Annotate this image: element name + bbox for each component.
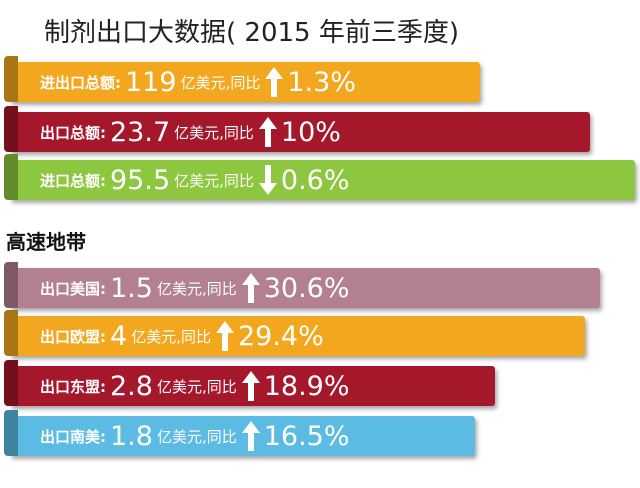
change: 18.9% [263, 370, 350, 402]
ribbon-fold [4, 410, 18, 456]
change: 30.6% [263, 272, 350, 304]
change: 29.4% [237, 320, 324, 352]
change: 0.6% [280, 164, 350, 196]
label: 出口南美: [40, 427, 106, 446]
ribbon: 出口欧盟: 4 亿美元,同比 29.4% [4, 310, 585, 356]
unit: 亿美元,同比 [174, 123, 254, 142]
unit: 亿美元,同比 [156, 279, 237, 298]
arrow-shape [258, 165, 277, 195]
value: 95.5 [110, 164, 171, 196]
arrow-up [265, 67, 284, 97]
ribbon-fold [4, 106, 18, 152]
arrow-up [241, 421, 260, 451]
label: 出口东盟: [40, 377, 106, 396]
ribbon: 出口美国: 1.5 亿美元,同比 30.6% [4, 262, 600, 308]
arrow-shape [265, 67, 284, 97]
ribbon: 出口东盟: 2.8 亿美元,同比 18.9% [4, 360, 495, 406]
value: 1.8 [110, 420, 153, 452]
arrow-shape [241, 273, 260, 303]
value: 1.5 [110, 272, 153, 304]
arrow-shape [215, 321, 234, 351]
ribbon: 进出口总额: 119 亿美元,同比 1.3% [4, 56, 480, 102]
unit: 亿美元,同比 [174, 171, 254, 190]
unit: 亿美元,同比 [131, 327, 211, 346]
label: 进出口总额: [40, 73, 121, 92]
label: 进口总额: [40, 171, 106, 190]
label: 出口美国: [40, 279, 106, 298]
unit: 亿美元,同比 [156, 377, 237, 396]
value: 4 [110, 320, 128, 352]
ribbon-fold [4, 56, 18, 102]
arrow-down [258, 165, 277, 195]
title: 制剂出口大数据( 2015 年前三季度) [44, 18, 459, 48]
change: 16.5% [263, 420, 350, 452]
arrow-shape [241, 421, 260, 451]
arrow-shape [241, 371, 260, 401]
arrow-up [258, 117, 277, 147]
section-title: 高速地带 [6, 230, 86, 254]
ribbon-fold [4, 154, 18, 200]
unit: 亿美元,同比 [156, 427, 237, 446]
value: 2.8 [110, 370, 153, 402]
label: 出口总额: [40, 123, 106, 142]
value: 119 [125, 66, 177, 98]
arrow-up [241, 371, 260, 401]
ribbon-fold [4, 262, 18, 308]
ribbon: 出口总额: 23.7 亿美元,同比 10% [4, 106, 590, 152]
value: 23.7 [110, 116, 171, 148]
ribbon: 出口南美: 1.8 亿美元,同比 16.5% [4, 410, 475, 456]
unit: 亿美元,同比 [180, 73, 261, 92]
change: 1.3% [287, 66, 356, 98]
arrow-up [241, 273, 260, 303]
arrow-up [215, 321, 234, 351]
label: 出口欧盟: [40, 327, 106, 346]
ribbon-fold [4, 310, 18, 356]
change: 10% [280, 116, 341, 148]
arrow-shape [258, 117, 277, 147]
ribbon-fold [4, 360, 18, 406]
ribbon: 进口总额: 95.5 亿美元,同比 0.6% [4, 154, 635, 200]
